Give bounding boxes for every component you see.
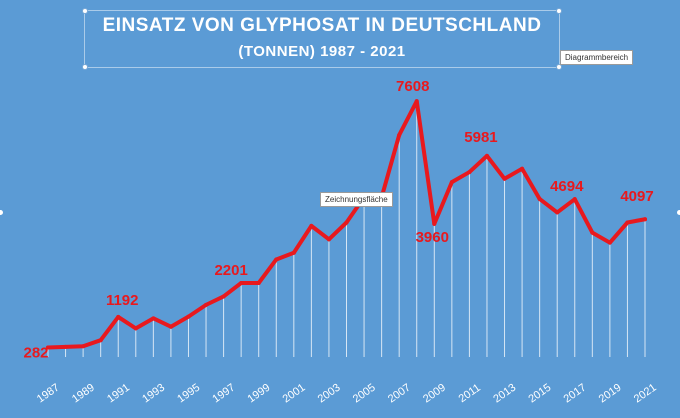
data-point-1997[interactable] [221, 294, 226, 299]
data-point-2000[interactable] [274, 257, 279, 262]
x-tick-label-1991: 1991 [105, 382, 132, 406]
data-label-2017: 4694 [550, 178, 584, 195]
data-point-2018[interactable] [590, 230, 595, 235]
x-tick-label-1987: 1987 [35, 382, 62, 406]
chart-left-resize-handle[interactable] [0, 210, 3, 215]
data-point-1994[interactable] [168, 324, 173, 329]
series-line-group [46, 99, 647, 350]
data-point-1995[interactable] [186, 314, 191, 319]
data-point-1989[interactable] [81, 344, 86, 349]
chart-area-tooltip: Diagrammbereich [560, 50, 634, 65]
data-point-1993[interactable] [151, 316, 156, 321]
data-label-1991: 1192 [106, 292, 139, 309]
data-point-2003[interactable] [326, 237, 331, 242]
x-tick-label-2011: 2011 [457, 382, 483, 405]
data-point-2014[interactable] [520, 166, 525, 171]
x-tick-label-2003: 2003 [316, 382, 343, 406]
data-point-1996[interactable] [204, 302, 209, 307]
x-tick-label-2019: 2019 [597, 382, 624, 406]
x-tick-label-1999: 1999 [246, 382, 273, 406]
x-tick-label-2005: 2005 [351, 382, 378, 406]
data-point-2021[interactable] [643, 217, 647, 222]
plot-area-tooltip: Zeichnungsfläche [320, 192, 393, 207]
data-point-2011[interactable] [467, 170, 472, 175]
data-point-2016[interactable] [555, 210, 560, 215]
data-labels: 282 1192 2201 7608 3960 5981 4694 4097 [23, 78, 653, 361]
data-point-2009[interactable] [432, 221, 437, 226]
x-tick-label-1993: 1993 [140, 382, 167, 406]
data-point-1988[interactable] [63, 344, 68, 349]
data-label-1987: 282 [23, 345, 48, 362]
data-point-2020[interactable] [625, 220, 630, 225]
data-point-2004[interactable] [344, 220, 349, 225]
chart-subtitle: (TONNEN) 1987 - 2021 [238, 43, 406, 60]
data-point-1987[interactable] [46, 345, 50, 350]
x-tick-label-2015: 2015 [526, 382, 553, 406]
title-resize-handle-tl[interactable] [82, 8, 88, 14]
data-point-1991[interactable] [116, 314, 121, 319]
title-resize-handle-br[interactable] [556, 64, 562, 70]
x-tick-label-2001: 2001 [281, 382, 308, 406]
x-tick-label-2021: 2021 [632, 382, 659, 406]
data-point-1992[interactable] [133, 326, 138, 331]
title-resize-handle-tr[interactable] [556, 8, 562, 14]
data-label-2008: 7608 [396, 78, 429, 95]
title-resize-handle-bl[interactable] [82, 64, 88, 70]
data-point-1990[interactable] [98, 338, 103, 343]
x-axis-tick-labels: 1987 1989 1991 1993 1995 1997 1999 2001 2003 2005… [35, 382, 659, 406]
data-point-1998[interactable] [239, 280, 244, 285]
x-tick-label-2009: 2009 [421, 382, 448, 406]
data-point-2007[interactable] [397, 133, 402, 138]
chart-title-box[interactable]: EINSATZ VON GLYPHOSAT IN DEUTSCHLAND (TO… [82, 8, 562, 70]
data-point-2008[interactable] [414, 99, 419, 104]
chart-title: EINSATZ VON GLYPHOSAT IN DEUTSCHLAND [102, 15, 542, 36]
x-tick-label-1995: 1995 [175, 382, 202, 406]
x-tick-label-2017: 2017 [562, 382, 589, 406]
data-point-2001[interactable] [291, 250, 296, 255]
x-tick-label-1997: 1997 [210, 382, 237, 406]
drop-lines [47, 101, 646, 357]
data-label-2021: 4097 [620, 188, 653, 205]
x-tick-label-1989: 1989 [70, 382, 97, 406]
data-point-2017[interactable] [572, 197, 577, 202]
data-point-1999[interactable] [256, 280, 261, 285]
data-label-1998: 2201 [214, 262, 247, 279]
data-label-2009: 3960 [416, 229, 449, 246]
data-point-2015[interactable] [537, 196, 542, 201]
data-point-2019[interactable] [607, 240, 612, 245]
data-point-2012[interactable] [484, 153, 489, 158]
x-tick-label-2007: 2007 [386, 382, 413, 406]
data-point-2010[interactable] [449, 180, 454, 185]
data-label-2012: 5981 [464, 129, 497, 146]
x-tick-label-2013: 2013 [491, 382, 518, 406]
chart-right-resize-handle[interactable] [677, 210, 680, 215]
data-point-2002[interactable] [309, 223, 314, 228]
data-point-2013[interactable] [502, 176, 507, 181]
